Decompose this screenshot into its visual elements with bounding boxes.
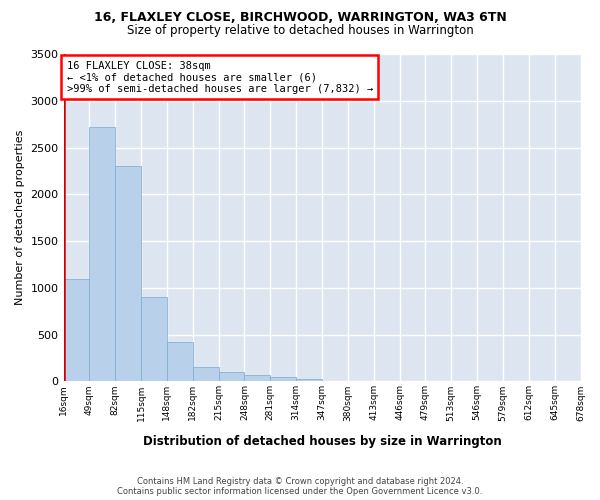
Bar — [218, 372, 244, 382]
Bar — [322, 380, 348, 382]
Bar — [64, 278, 89, 382]
Bar — [115, 166, 141, 382]
Bar — [193, 368, 218, 382]
Bar — [141, 298, 167, 382]
Bar — [244, 375, 271, 382]
Y-axis label: Number of detached properties: Number of detached properties — [15, 130, 25, 306]
Bar — [89, 127, 115, 382]
Text: 16, FLAXLEY CLOSE, BIRCHWOOD, WARRINGTON, WA3 6TN: 16, FLAXLEY CLOSE, BIRCHWOOD, WARRINGTON… — [94, 11, 506, 24]
X-axis label: Distribution of detached houses by size in Warrington: Distribution of detached houses by size … — [143, 434, 502, 448]
Bar — [167, 342, 193, 382]
Bar — [296, 378, 322, 382]
Text: Size of property relative to detached houses in Warrington: Size of property relative to detached ho… — [127, 24, 473, 37]
Text: 16 FLAXLEY CLOSE: 38sqm
← <1% of detached houses are smaller (6)
>99% of semi-de: 16 FLAXLEY CLOSE: 38sqm ← <1% of detache… — [67, 60, 373, 94]
Bar — [271, 377, 296, 382]
Text: Contains HM Land Registry data © Crown copyright and database right 2024.
Contai: Contains HM Land Registry data © Crown c… — [118, 476, 482, 496]
